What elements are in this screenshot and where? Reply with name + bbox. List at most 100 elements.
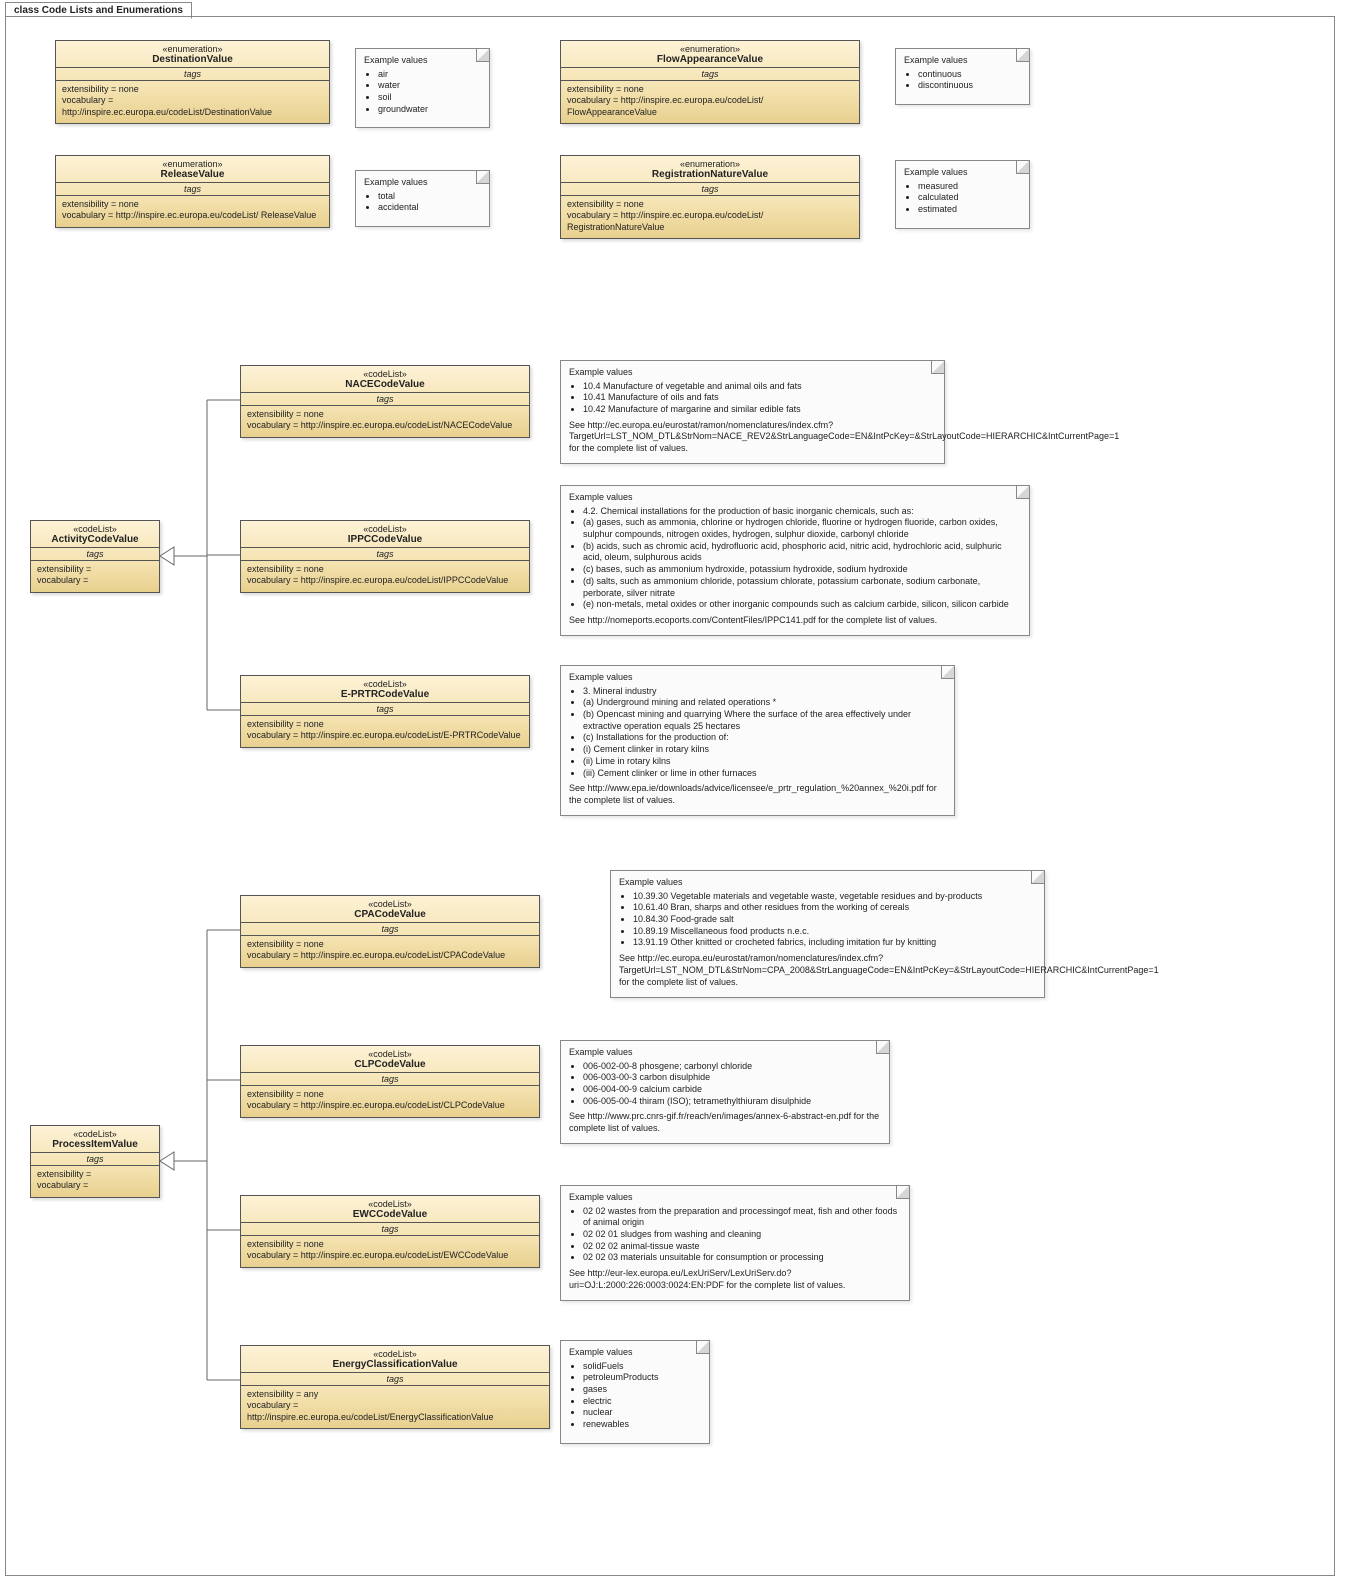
- note-ewc-examples: Example values 02 02 wastes from the pre…: [560, 1185, 910, 1301]
- note-list: measuredcalculatedestimated: [918, 181, 1021, 216]
- note-list-item: 3. Mineral industry: [583, 686, 946, 698]
- note-list-item: water: [378, 80, 481, 92]
- note-list-item: renewables: [583, 1419, 701, 1431]
- note-list: 02 02 wastes from the preparation and pr…: [583, 1206, 901, 1264]
- note-title: Example values: [569, 367, 936, 379]
- class-process-item-value: «codeList» ProcessItemValue tags extensi…: [30, 1125, 160, 1198]
- tag-vocabulary: vocabulary = http://inspire.ec.europa.eu…: [247, 1100, 533, 1111]
- tag-extensibility: extensibility = none: [62, 199, 323, 210]
- note-list-item: estimated: [918, 204, 1021, 216]
- note-list-item: 006-002-00-8 phosgene; carbonyl chloride: [583, 1061, 881, 1073]
- note-list-item: 02 02 03 materials unsuitable for consum…: [583, 1252, 901, 1264]
- class-registration-nature-value: «enumeration» RegistrationNatureValue ta…: [560, 155, 860, 239]
- class-name: ReleaseValue: [62, 169, 323, 180]
- note-footer: See http://www.epa.ie/downloads/advice/l…: [569, 783, 946, 806]
- stereotype: «codeList»: [37, 1129, 153, 1139]
- tag-extensibility: extensibility = none: [567, 84, 853, 95]
- class-cpa-code-value: «codeList» CPACodeValue tags extensibili…: [240, 895, 540, 968]
- tag-extensibility: extensibility = none: [247, 564, 523, 575]
- note-footer: See http://www.prc.cnrs-gif.fr/reach/en/…: [569, 1111, 881, 1134]
- note-title: Example values: [364, 55, 481, 67]
- class-name: RegistrationNatureValue: [567, 169, 853, 180]
- note-title: Example values: [569, 1347, 701, 1359]
- note-list-item: (iii) Cement clinker or lime in other fu…: [583, 768, 946, 780]
- note-title: Example values: [569, 1047, 881, 1059]
- tag-vocabulary: vocabulary = http://inspire.ec.europa.eu…: [247, 950, 533, 961]
- tag-vocabulary: vocabulary = http://inspire.ec.europa.eu…: [247, 575, 523, 586]
- note-footer: See http://ec.europa.eu/eurostat/ramon/n…: [619, 953, 1036, 988]
- note-list: 10.4 Manufacture of vegetable and animal…: [583, 381, 936, 416]
- class-release-value: «enumeration» ReleaseValue tags extensib…: [55, 155, 330, 228]
- note-list-item: 10.61.40 Bran, sharps and other residues…: [633, 902, 1036, 914]
- note-list-item: (d) salts, such as ammonium chloride, po…: [583, 576, 1021, 599]
- note-list: 3. Mineral industry(a) Underground minin…: [583, 686, 946, 780]
- note-list-item: total: [378, 191, 481, 203]
- note-cpa-examples: Example values 10.39.30 Vegetable materi…: [610, 870, 1045, 998]
- tag-vocabulary: vocabulary = http://inspire.ec.europa.eu…: [247, 420, 523, 431]
- stereotype: «codeList»: [247, 679, 523, 689]
- note-list-item: 10.39.30 Vegetable materials and vegetab…: [633, 891, 1036, 903]
- stereotype: «codeList»: [37, 524, 153, 534]
- note-destination-examples: Example values airwatersoilgroundwater: [355, 48, 490, 128]
- note-list-item: 02 02 02 animal-tissue waste: [583, 1241, 901, 1253]
- stereotype: «enumeration»: [567, 159, 853, 169]
- note-list-item: 006-005-00-4 thiram (ISO); tetramethylth…: [583, 1096, 881, 1108]
- tags-label: tags: [241, 1373, 549, 1386]
- tags-label: tags: [56, 68, 329, 81]
- note-list-item: 4.2. Chemical installations for the prod…: [583, 506, 1021, 518]
- tags-label: tags: [241, 1223, 539, 1236]
- frame-title: class Code Lists and Enumerations: [14, 5, 183, 16]
- note-list-item: 10.84.30 Food-grade salt: [633, 914, 1036, 926]
- tag-extensibility: extensibility = none: [247, 719, 523, 730]
- tag-extensibility: extensibility = any: [247, 1389, 543, 1400]
- class-destination-value: «enumeration» DestinationValue tags exte…: [55, 40, 330, 124]
- tags-label: tags: [241, 1073, 539, 1086]
- class-name: IPPCCodeValue: [247, 534, 523, 545]
- tag-vocabulary: vocabulary = http://inspire.ec.europa.eu…: [62, 95, 323, 118]
- note-title: Example values: [569, 672, 946, 684]
- tags-label: tags: [561, 183, 859, 196]
- note-list-item: (b) acids, such as chromic acid, hydrofl…: [583, 541, 1021, 564]
- tag-vocabulary: vocabulary = http://inspire.ec.europa.eu…: [247, 730, 523, 741]
- note-list-item: 02 02 wastes from the preparation and pr…: [583, 1206, 901, 1229]
- note-list-item: petroleumProducts: [583, 1372, 701, 1384]
- tag-extensibility: extensibility = none: [247, 1089, 533, 1100]
- note-list-item: (a) Underground mining and related opera…: [583, 697, 946, 709]
- note-nace-examples: Example values 10.4 Manufacture of veget…: [560, 360, 945, 464]
- stereotype: «codeList»: [247, 524, 523, 534]
- class-activity-code-value: «codeList» ActivityCodeValue tags extens…: [30, 520, 160, 593]
- tag-vocabulary: vocabulary = http://inspire.ec.europa.eu…: [567, 210, 853, 233]
- tags-label: tags: [31, 1153, 159, 1166]
- note-list-item: measured: [918, 181, 1021, 193]
- note-registration-nature-examples: Example values measuredcalculatedestimat…: [895, 160, 1030, 229]
- class-name: NACECodeValue: [247, 379, 523, 390]
- note-list: totalaccidental: [378, 191, 481, 214]
- note-energy-examples: Example values solidFuelspetroleumProduc…: [560, 1340, 710, 1444]
- note-list-item: (c) bases, such as ammonium hydroxide, p…: [583, 564, 1021, 576]
- note-list-item: (c) Installations for the production of:: [583, 732, 946, 744]
- class-name: CPACodeValue: [247, 909, 533, 920]
- note-list-item: discontinuous: [918, 80, 1021, 92]
- note-list-item: electric: [583, 1396, 701, 1408]
- diagram-canvas: class Code Lists and Enumerations «enume…: [0, 0, 1350, 1584]
- note-list-item: 10.89.19 Miscellaneous food products n.e…: [633, 926, 1036, 938]
- note-list-item: accidental: [378, 202, 481, 214]
- tags-label: tags: [241, 923, 539, 936]
- note-title: Example values: [904, 55, 1021, 67]
- note-list-item: continuous: [918, 69, 1021, 81]
- note-eprtr-examples: Example values 3. Mineral industry(a) Un…: [560, 665, 955, 816]
- class-name: CLPCodeValue: [247, 1059, 533, 1070]
- note-list: 10.39.30 Vegetable materials and vegetab…: [633, 891, 1036, 949]
- note-list-item: groundwater: [378, 104, 481, 116]
- note-list-item: solidFuels: [583, 1361, 701, 1373]
- class-ewc-code-value: «codeList» EWCCodeValue tags extensibili…: [240, 1195, 540, 1268]
- class-flow-appearance-value: «enumeration» FlowAppearanceValue tags e…: [560, 40, 860, 124]
- note-list-item: 10.41 Manufacture of oils and fats: [583, 392, 936, 404]
- note-title: Example values: [904, 167, 1021, 179]
- note-list-item: 006-004-00-9 calcium carbide: [583, 1084, 881, 1096]
- stereotype: «codeList»: [247, 899, 533, 909]
- note-list: airwatersoilgroundwater: [378, 69, 481, 116]
- note-list-item: (i) Cement clinker in rotary kilns: [583, 744, 946, 756]
- stereotype: «codeList»: [247, 369, 523, 379]
- note-list-item: (ii) Lime in rotary kilns: [583, 756, 946, 768]
